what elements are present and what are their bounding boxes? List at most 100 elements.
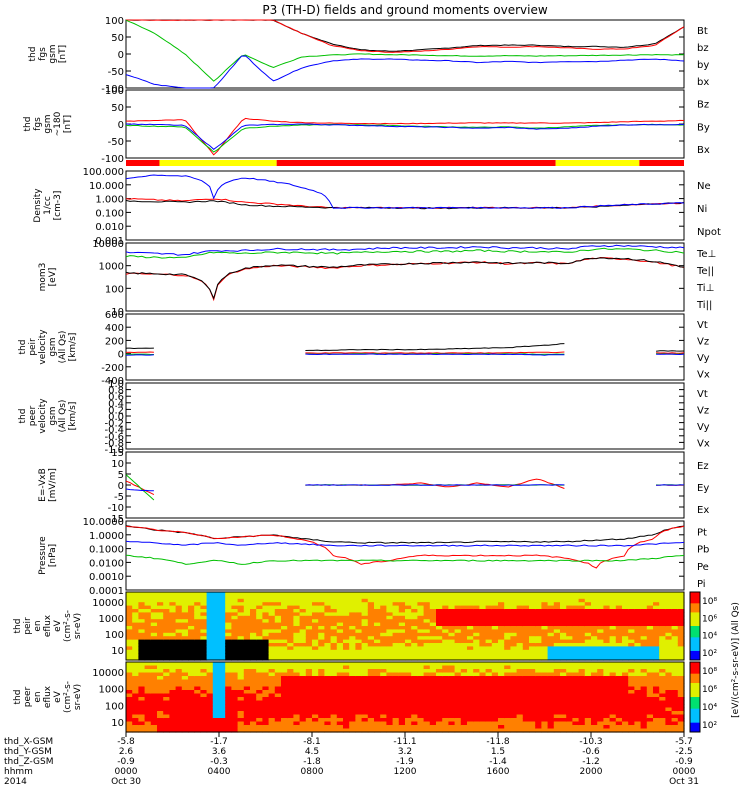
spectrogram-cell: [628, 626, 635, 630]
spectrogram-cell: [287, 649, 294, 654]
spectrogram-cell: [256, 728, 263, 733]
spectrogram-cell: [553, 622, 561, 627]
spectrogram-cell: [293, 662, 301, 667]
spectrogram-cell: [188, 643, 195, 647]
spectrogram-cell: [206, 629, 214, 634]
spectrogram-cell: [262, 653, 270, 658]
x-tick-label: -0.9: [117, 757, 135, 767]
spectrogram-cell: [256, 605, 263, 610]
y-tick-label: 0: [118, 120, 124, 131]
spectrogram-cell: [324, 592, 332, 596]
spectrogram-cell: [473, 721, 480, 726]
spectrogram-cell: [423, 690, 431, 695]
spectrogram-cell: [405, 693, 412, 698]
spectrogram-cell: [225, 721, 232, 726]
spectrogram-cell: [330, 707, 338, 712]
spectrogram-cell: [392, 643, 400, 647]
spectrogram-cell: [522, 665, 530, 670]
spectrogram-cell: [498, 700, 505, 705]
spectrogram-cell: [405, 649, 412, 654]
spectrogram-cell: [417, 598, 425, 603]
spectrogram-cell: [336, 697, 344, 702]
spectrogram-cell: [454, 646, 462, 651]
spectrogram-cell: [597, 721, 604, 726]
spectrogram-cell: [126, 714, 133, 719]
spectrogram-cell: [349, 665, 356, 670]
panel-frame: [125, 170, 685, 241]
spectrogram-cell: [212, 636, 220, 641]
spectrogram-cell: [516, 718, 524, 723]
spectrogram-cell: [485, 646, 493, 651]
spectrogram-cell: [181, 609, 189, 613]
spectrogram-cell: [169, 632, 177, 637]
spectrogram-cell: [206, 665, 214, 670]
colorbar-cell: [690, 646, 700, 650]
spectrogram-cell: [336, 619, 344, 624]
spectrogram-cell: [634, 669, 642, 674]
spectrogram-cell: [405, 622, 412, 627]
spectrogram-cell: [138, 643, 146, 647]
spectrogram-cell: [157, 669, 164, 674]
spectrogram-cell: [386, 662, 394, 667]
spectrogram-cell: [157, 728, 164, 733]
spectrogram-cell: [386, 718, 394, 723]
spectrogram-cell: [460, 669, 468, 674]
x-tick-label: 1200: [394, 767, 417, 777]
spectrogram-cell: [188, 629, 195, 634]
spectrogram-cell: [423, 592, 431, 596]
spectrogram-cell: [392, 639, 400, 644]
spectrogram-cell: [485, 592, 493, 596]
spectrogram-cell: [219, 612, 226, 617]
spectrogram-cell: [504, 711, 511, 716]
spectrogram-cell: [250, 686, 257, 691]
spectrogram-cell: [281, 605, 288, 610]
spectrogram-cell: [479, 615, 487, 620]
spectrogram-cell: [479, 619, 487, 624]
spectrogram-cell: [628, 690, 635, 695]
spectrogram-cell: [560, 669, 567, 674]
spectrogram-cell: [243, 622, 251, 627]
spectrogram-cell: [355, 683, 363, 688]
spectrogram-cell: [603, 728, 611, 733]
spectrogram-cell: [510, 656, 518, 661]
spectrogram-cell: [349, 718, 356, 723]
spectrogram-cell: [522, 718, 530, 723]
colorbar-cell: [690, 680, 700, 684]
spectrogram-cell: [640, 686, 648, 691]
spectrogram-cell: [597, 602, 604, 607]
spectrogram-cell: [181, 721, 189, 726]
spectrogram-cell: [634, 711, 642, 716]
spectrogram-cell: [312, 718, 319, 723]
spectrogram-cell: [293, 676, 301, 681]
y-tick-label: 400: [105, 323, 124, 334]
spectrogram-cell: [485, 622, 493, 627]
spectrogram-cell: [677, 629, 685, 634]
spectrogram-cell: [442, 615, 449, 620]
spectrogram-cell: [485, 676, 493, 681]
spectrogram-cell: [250, 639, 257, 644]
spectrogram-cell: [324, 646, 332, 651]
spectrogram-cell: [157, 676, 164, 681]
bottom-row-label: thd_Z-GSM: [4, 757, 53, 767]
spectrogram-cell: [398, 639, 406, 644]
y-axis-label: sr-eV): [73, 684, 83, 710]
spectrogram-cell: [256, 711, 263, 716]
spectrogram-cell: [305, 704, 313, 709]
spectrogram-cell: [628, 693, 635, 698]
spectrogram-cell: [547, 700, 555, 705]
spectrogram-cell: [516, 728, 524, 733]
spectrogram-cell: [225, 683, 232, 688]
y-tick-label: 0.1000: [89, 545, 124, 556]
spectrogram-cell: [578, 592, 586, 596]
spectrogram-cell: [622, 629, 629, 634]
spectrogram-cell: [386, 721, 394, 726]
spectrogram-cell: [460, 676, 468, 681]
spectrogram-cell: [386, 669, 394, 674]
spectrogram-cell: [436, 711, 443, 716]
spectrogram-cell: [423, 615, 431, 620]
spectrogram-cell: [343, 632, 350, 637]
region-bar-segment: [159, 160, 277, 166]
spectrogram-cell: [144, 609, 152, 613]
spectrogram-cell: [243, 632, 251, 637]
spectrogram-cell: [367, 598, 375, 603]
